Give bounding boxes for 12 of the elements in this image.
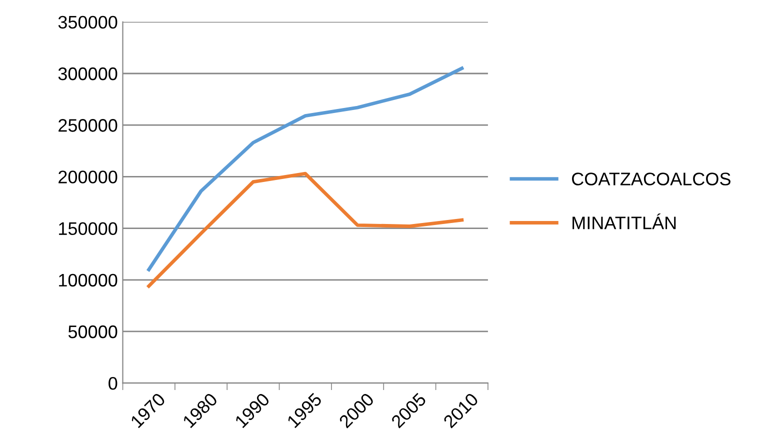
y-tick-label: 250000 — [58, 119, 118, 132]
y-tick-label: 0 — [108, 377, 118, 390]
y-tick-label: 50000 — [68, 325, 118, 338]
y-tick-label: 100000 — [59, 274, 118, 287]
y-tick-label: 300000 — [58, 67, 118, 80]
line-series — [147, 66, 464, 272]
y-tick-label: 150000 — [59, 222, 118, 236]
y-tick-label: 350000 — [58, 16, 118, 29]
legend-label: COATZACOALCOS — [572, 172, 730, 186]
legend-label: MINATITLÁN — [572, 213, 676, 230]
line-series — [147, 172, 464, 288]
y-tick-label: 200000 — [58, 170, 118, 184]
